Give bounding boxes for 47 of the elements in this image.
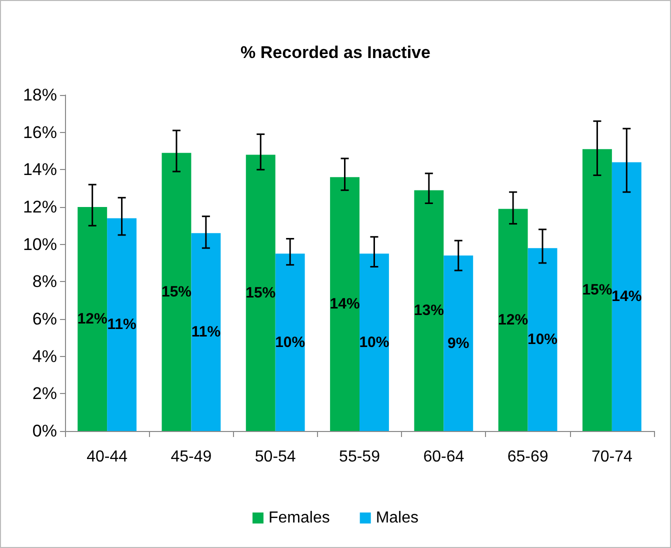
bar xyxy=(414,190,444,431)
data-label: 10% xyxy=(527,331,558,348)
bar xyxy=(107,218,137,431)
y-tick-label: 10% xyxy=(22,234,57,254)
bar xyxy=(444,256,474,431)
y-tick-label: 14% xyxy=(22,160,57,180)
data-label: 9% xyxy=(448,334,470,352)
y-tick-label: 18% xyxy=(22,86,57,104)
bar xyxy=(330,177,360,431)
y-tick-label: 8% xyxy=(32,272,57,292)
bar xyxy=(360,254,389,431)
data-label: 10% xyxy=(275,334,306,351)
x-tick-label: 65-69 xyxy=(507,448,548,466)
y-tick-label: 4% xyxy=(32,346,57,366)
x-tick-label: 45-49 xyxy=(170,448,212,466)
y-tick-label: 16% xyxy=(22,122,57,142)
data-label: 13% xyxy=(414,302,444,320)
bar xyxy=(582,149,612,431)
x-tick-label: 60-64 xyxy=(423,448,464,466)
bar xyxy=(78,207,108,431)
y-tick-label: 12% xyxy=(22,198,57,216)
bar xyxy=(528,248,558,431)
y-tick-label: 0% xyxy=(32,422,57,440)
data-label: 15% xyxy=(161,283,192,300)
x-tick-label: 70-74 xyxy=(591,448,632,466)
legend-label: Females xyxy=(268,510,330,526)
data-label: 11% xyxy=(191,324,221,341)
data-label: 14% xyxy=(330,296,360,313)
x-tick-label: 55-59 xyxy=(339,448,380,466)
x-tick-label: 40-44 xyxy=(86,448,128,466)
data-label: 10% xyxy=(359,334,390,351)
bar xyxy=(162,152,192,431)
data-label: 11% xyxy=(107,316,136,334)
y-tick-label: 6% xyxy=(32,310,57,328)
bar xyxy=(246,154,276,431)
bar xyxy=(191,233,221,431)
bar xyxy=(498,208,528,431)
chart-title: % Recorded as Inactive xyxy=(240,43,430,62)
legend-label: Males xyxy=(376,510,419,526)
bar xyxy=(275,254,305,431)
bar xyxy=(612,162,642,431)
y-tick-label: 2% xyxy=(32,384,57,404)
data-label: 15% xyxy=(246,284,276,302)
data-label: 15% xyxy=(582,282,612,299)
data-label: 14% xyxy=(612,288,642,306)
data-label: 12% xyxy=(77,310,108,328)
x-tick-label: 50-54 xyxy=(254,448,296,466)
